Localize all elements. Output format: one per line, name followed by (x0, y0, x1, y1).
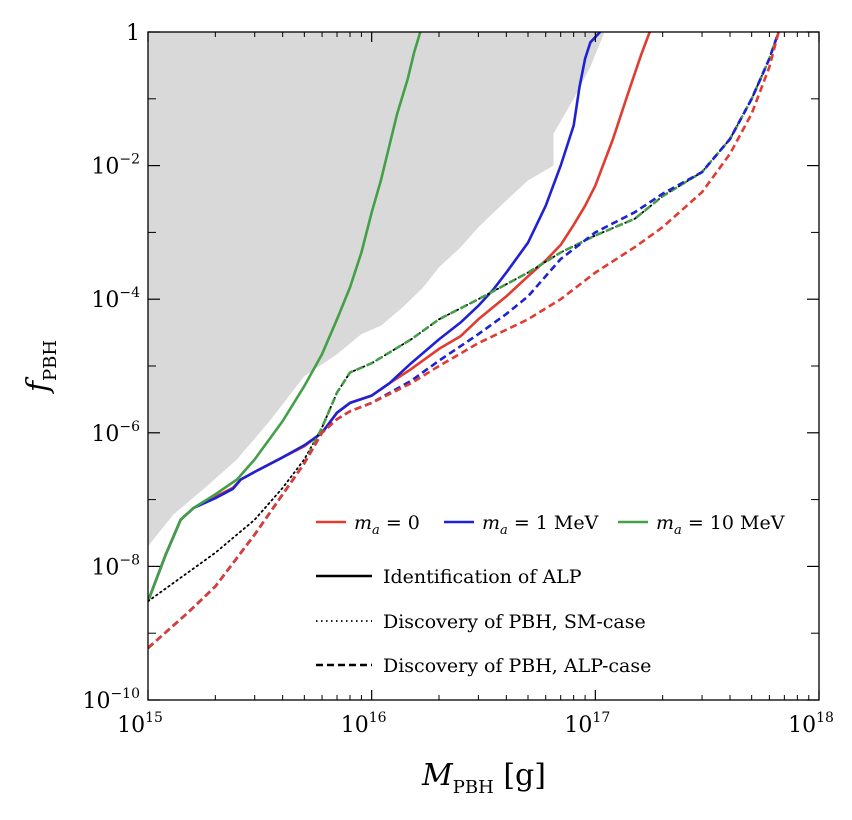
x-axis-label-sub: PBH (453, 777, 494, 798)
minor-ticks (148, 32, 819, 700)
series-line-1-solid (148, 32, 602, 602)
legend-sub-1: a (500, 523, 508, 538)
x-ticks: 1015 1016 1017 1018 (117, 32, 834, 738)
y-tick-exp: −6 (119, 419, 140, 435)
y-tick-exp: −8 (119, 552, 140, 568)
y-tick-base: 10 (91, 288, 119, 313)
legend-entry-color-1: ma = 1 MeV (444, 512, 599, 538)
legend-entry-dotted: Discovery of PBH, SM-case (316, 611, 646, 633)
legend-entry-color-2: ma = 10 MeV (618, 512, 785, 538)
legend-label-dotted: Discovery of PBH, SM-case (383, 611, 646, 633)
x-tick-base: 10 (341, 713, 369, 738)
excluded-region-layer (148, 32, 605, 547)
y-tick-label: 10−10 (82, 686, 140, 714)
legend: ma = 0 ma = 1 MeV ma = 10 MeV Identifica… (316, 512, 785, 677)
series-line-2-solid (148, 32, 422, 602)
series-line-5-dashed (148, 32, 780, 649)
plot-frame (147, 31, 820, 701)
legend-entry-color-0: ma = 0 (316, 512, 420, 538)
y-tick-base: 10 (91, 422, 119, 447)
y-tick-label: 1 (126, 21, 140, 46)
y-axis-label-sub: PBH (40, 340, 61, 381)
x-tick-base: 10 (564, 713, 592, 738)
x-axis-label: MPBH [g] (421, 758, 546, 798)
y-tick-exp: −10 (110, 686, 140, 702)
legend-math-1: m (482, 512, 500, 534)
legend-label-color-0: ma = 0 (354, 512, 420, 538)
x-tick-label: 1015 (117, 710, 163, 738)
series-line-6-dashed (148, 32, 780, 649)
x-tick-exp: 15 (145, 710, 163, 726)
x-tick-label: 1016 (341, 710, 387, 738)
y-tick-exp: −2 (119, 152, 140, 168)
y-tick-base: 10 (82, 689, 110, 714)
legend-label-color-2: ma = 10 MeV (656, 512, 785, 538)
y-tick-base: 1 (126, 21, 140, 46)
x-tick-label: 1017 (564, 710, 610, 738)
x-tick-exp: 18 (816, 710, 834, 726)
x-tick-exp: 16 (369, 710, 387, 726)
y-axis-label: fPBH (21, 340, 61, 394)
legend-label-color-1: ma = 1 MeV (482, 512, 599, 538)
x-tick-exp: 17 (592, 710, 610, 726)
legend-entry-solid: Identification of ALP (316, 566, 582, 588)
legend-sub-2: a (674, 523, 682, 538)
y-tick-label: 10−4 (91, 285, 140, 313)
x-axis-label-unit: [g] (494, 758, 546, 793)
legend-entry-dashed: Discovery of PBH, ALP-case (316, 655, 651, 677)
y-tick-exp: −4 (119, 285, 140, 301)
x-axis-label-main: M (421, 758, 454, 793)
y-tick-label: 10−6 (91, 419, 140, 447)
y-ticks: 110−210−410−610−810−10 (82, 21, 819, 714)
x-tick-base: 10 (788, 713, 816, 738)
legend-label-dashed: Discovery of PBH, ALP-case (383, 655, 651, 677)
x-tick-label: 1018 (788, 710, 834, 738)
legend-label-solid: Identification of ALP (383, 566, 582, 588)
y-tick-base: 10 (91, 555, 119, 580)
legend-math-2: m (656, 512, 674, 534)
y-tick-label: 10−8 (91, 552, 140, 580)
series-layer (148, 32, 780, 649)
excluded-region (148, 32, 605, 547)
legend-rest-0: = 0 (380, 512, 420, 534)
y-tick-base: 10 (91, 155, 119, 180)
legend-sub-0: a (372, 523, 380, 538)
legend-math-0: m (354, 512, 372, 534)
legend-rest-2: = 10 MeV (682, 512, 785, 534)
y-tick-label: 10−2 (91, 152, 140, 180)
x-tick-base: 10 (117, 713, 145, 738)
legend-rest-1: = 1 MeV (508, 512, 599, 534)
